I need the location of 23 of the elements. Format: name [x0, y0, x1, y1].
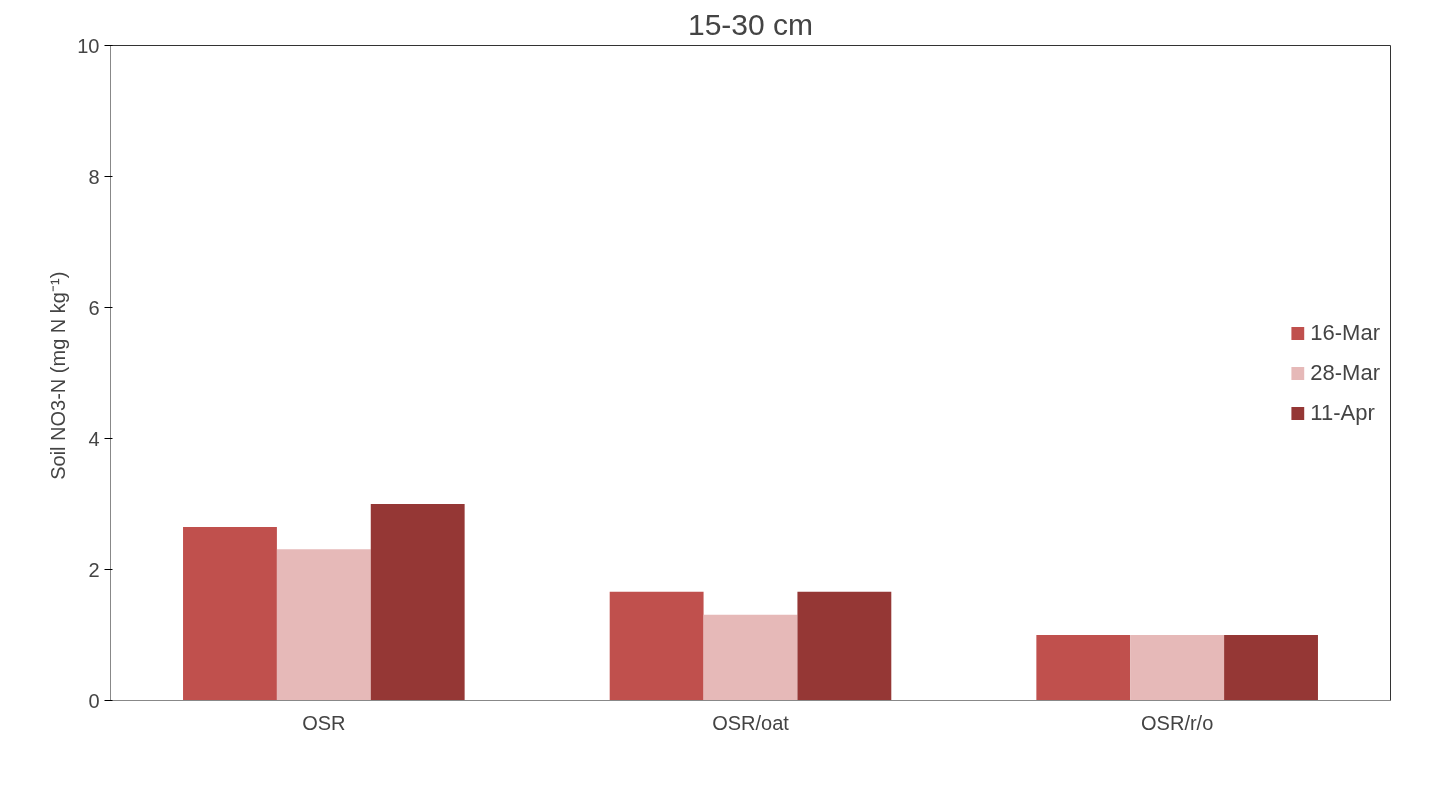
legend-label: 28-Mar	[1310, 359, 1380, 386]
chart-title: 15-30 cm	[687, 7, 814, 41]
y-tick-label: 10	[77, 34, 100, 57]
bar	[609, 591, 704, 701]
bar	[703, 614, 798, 701]
y-tick-label: 2	[88, 558, 100, 581]
bar	[276, 549, 371, 701]
y-axis-title: Soil NO3-N (mg N kg⁻¹)	[47, 271, 70, 480]
x-tick-label: OSR	[302, 711, 346, 734]
bar	[1036, 635, 1131, 701]
y-tick-label: 6	[88, 296, 100, 319]
bar	[1224, 635, 1318, 701]
bar	[1130, 635, 1225, 701]
bar	[797, 591, 892, 701]
x-tick-label: OSR/r/o	[1141, 711, 1214, 734]
bar	[370, 504, 465, 701]
y-tick-label: 4	[88, 427, 100, 450]
y-tick-label: 8	[88, 165, 100, 188]
x-tick-label: OSR/oat	[712, 711, 790, 734]
y-tick-label: 0	[88, 689, 100, 712]
legend-label: 16-Mar	[1310, 319, 1380, 346]
bar	[183, 526, 277, 701]
legend-label: 11-Apr	[1310, 399, 1375, 426]
